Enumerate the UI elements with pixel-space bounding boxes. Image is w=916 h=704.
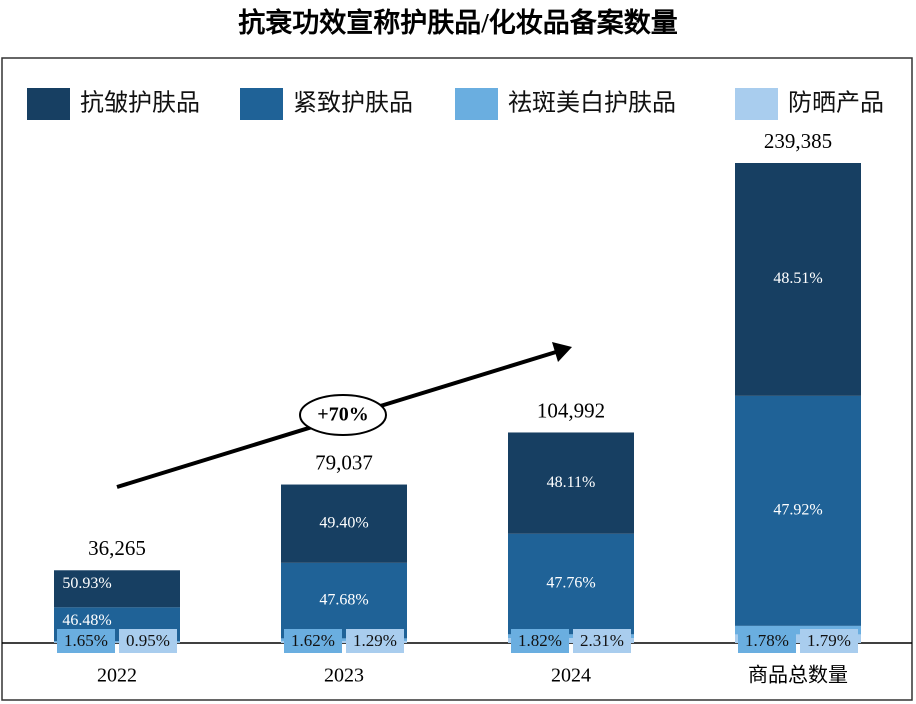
- x-tick-label: 2024: [551, 665, 591, 687]
- segment-label: 1.62%: [291, 631, 335, 650]
- segment-label: 2.31%: [580, 631, 624, 650]
- segment-label: 48.51%: [773, 270, 822, 287]
- small-label-box: [119, 629, 177, 653]
- bar-segment: [508, 432, 634, 534]
- bar-segment: [735, 163, 861, 396]
- small-label-box: [57, 629, 115, 653]
- segment-label: 47.92%: [773, 502, 822, 519]
- total-label: 104,992: [537, 398, 605, 422]
- segment-label: 1.79%: [807, 631, 851, 650]
- legend-swatch: [735, 88, 778, 120]
- bar-segment: [54, 642, 180, 643]
- small-label-box: [800, 629, 858, 653]
- small-label-box: [346, 629, 404, 653]
- bar-segment: [281, 638, 407, 641]
- legend-label: 紧致护肤品: [293, 90, 413, 117]
- bar-segment: [281, 562, 407, 639]
- total-label: 239,385: [764, 129, 832, 153]
- segment-label: 50.93%: [62, 575, 111, 592]
- segment-label: 1.65%: [64, 631, 108, 650]
- segment-label: 48.11%: [547, 474, 596, 491]
- annotation-ellipse: [299, 394, 387, 436]
- bar-segment: [281, 484, 407, 563]
- small-label-box: [738, 629, 796, 653]
- small-label-box: [511, 629, 569, 653]
- bar-segment: [735, 395, 861, 626]
- segment-label: 49.40%: [319, 514, 368, 531]
- legend-label: 防晒产品: [788, 90, 884, 117]
- bar-segment: [735, 625, 861, 635]
- segment-label: 1.29%: [353, 631, 397, 650]
- bar-segment: [281, 640, 407, 643]
- total-label: 79,037: [315, 450, 373, 474]
- bar-segment: [508, 634, 634, 639]
- frame: [1, 57, 913, 701]
- segment-label: 1.78%: [745, 631, 789, 650]
- x-tick-label: 商品总数量: [748, 664, 848, 687]
- bar-segment: [54, 641, 180, 643]
- x-tick-label: 2022: [97, 665, 137, 687]
- legend-label: 抗皱护肤品: [80, 90, 200, 117]
- bar-segment: [508, 638, 634, 643]
- segment-label: 46.48%: [62, 612, 111, 629]
- legend-swatch: [240, 88, 283, 120]
- segment-label: 47.68%: [319, 591, 368, 608]
- bar-segment: [735, 634, 861, 643]
- legend-swatch: [27, 88, 70, 120]
- small-label-box: [573, 629, 631, 653]
- bar-segment: [54, 570, 180, 608]
- annotation: +70%: [317, 404, 368, 426]
- arrow-head: [552, 342, 572, 362]
- chart-title: 抗衰功效宣称护肤品/化妆品备案数量: [238, 7, 678, 38]
- segment-label: 1.82%: [518, 631, 562, 650]
- total-label: 36,265: [88, 536, 146, 560]
- bar-segment: [508, 533, 634, 635]
- small-label-box: [284, 629, 342, 653]
- legend-label: 祛斑美白护肤品: [508, 90, 676, 117]
- segment-label: 0.95%: [126, 631, 170, 650]
- legend-swatch: [455, 88, 498, 120]
- segment-label: 47.76%: [546, 575, 595, 592]
- x-tick-label: 2023: [324, 665, 364, 687]
